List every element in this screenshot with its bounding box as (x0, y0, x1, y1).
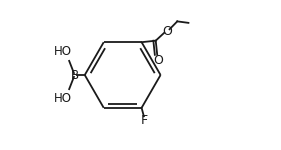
Text: O: O (162, 25, 172, 38)
Text: HO: HO (54, 45, 72, 58)
Text: F: F (141, 114, 148, 127)
Text: B: B (71, 69, 79, 81)
Text: HO: HO (54, 92, 72, 105)
Text: O: O (153, 54, 163, 67)
